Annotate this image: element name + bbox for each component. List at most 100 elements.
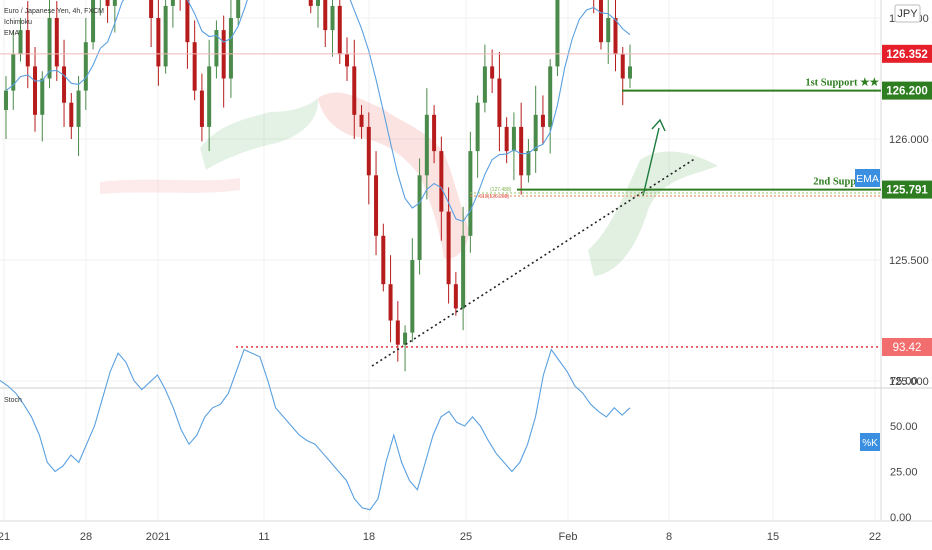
candle-body <box>461 235 466 309</box>
candle-body <box>308 0 313 6</box>
candle-body <box>424 114 429 176</box>
candle-body <box>490 66 495 79</box>
candle-body <box>526 151 531 176</box>
projection-arrow-line <box>642 127 660 197</box>
candle-body <box>388 284 393 321</box>
stoch-tick-label: 0.00 <box>890 512 911 524</box>
fib-label: .618(126.208) <box>478 194 509 200</box>
candle-body <box>453 284 458 309</box>
candle-body <box>330 5 335 31</box>
time-tick-label: 18 <box>363 531 375 543</box>
candle-body <box>519 126 524 176</box>
cloud-bear-area <box>318 92 470 259</box>
candle-body <box>83 42 88 91</box>
ema-badge-label: EMA <box>856 173 879 185</box>
candle-body <box>25 30 30 67</box>
candle-body <box>511 126 516 152</box>
candle-body <box>613 18 618 55</box>
price-tick-label: 125.500 <box>889 255 929 267</box>
ichimoku-cloud <box>100 92 718 276</box>
candle-body <box>170 0 175 6</box>
candle-body <box>323 0 328 31</box>
candle-body <box>76 90 81 127</box>
candle-body <box>105 0 110 6</box>
candle-body <box>439 151 444 212</box>
candle-body <box>228 18 233 79</box>
candle-body <box>432 114 437 152</box>
candle-body <box>366 126 371 176</box>
candle-body <box>163 5 168 67</box>
projection-arrowhead <box>651 118 666 132</box>
price-badge <box>882 44 932 63</box>
ema-line-group <box>0 0 881 223</box>
currency-label[interactable]: JPY <box>897 8 918 20</box>
ema-badge <box>855 169 880 187</box>
candle-body <box>199 90 204 127</box>
candle-body <box>156 18 161 67</box>
candle-body <box>112 0 117 6</box>
time-tick-label: 11 <box>258 531 269 543</box>
candle-body <box>446 211 451 285</box>
symbol-title: Euro / Japanese Yen, 4h, FXCM <box>4 8 104 15</box>
stoch-title: Stoch <box>4 397 22 404</box>
candle-body <box>374 175 379 236</box>
stoch-tick-label: 75.00 <box>890 376 918 388</box>
stoch-tick-label: 25.00 <box>890 467 918 479</box>
stoch-pane: 93.42 0.00 25.00 50.00 75.00 %K <box>0 337 932 524</box>
candle-body <box>11 54 16 91</box>
candle-body <box>4 90 8 110</box>
candle-body <box>620 54 625 79</box>
indicator-ema-label[interactable]: EMA <box>4 30 20 37</box>
candle-body <box>91 0 96 43</box>
currency-badge[interactable] <box>894 4 921 23</box>
candle-body <box>185 0 190 43</box>
candle-body <box>555 0 560 67</box>
candle-body <box>395 320 400 345</box>
candle-body <box>345 54 350 67</box>
candle-body <box>207 66 212 127</box>
price-badge-label: 126.352 <box>886 49 928 61</box>
candle-body <box>381 235 386 285</box>
time-tick-label: Feb <box>559 531 578 543</box>
candle-body <box>62 66 67 103</box>
price-badge <box>882 81 932 100</box>
stoch-level-label: 93.42 <box>893 342 922 354</box>
candle-body <box>540 114 545 127</box>
price-badge-label: 125.791 <box>886 185 928 197</box>
indicator-ichimoku-label[interactable]: Ichimoku <box>4 19 32 26</box>
candle-body <box>69 102 74 127</box>
time-tick-label: 22 <box>869 531 881 543</box>
time-tick-label: 2021 <box>146 531 170 543</box>
candle-body <box>598 0 603 43</box>
cloud-bear-area-2 <box>100 178 240 194</box>
candle-body <box>236 0 241 18</box>
level-label: 1st Support ★★ <box>805 77 879 89</box>
cloud-bull-area <box>200 98 319 170</box>
candle-body <box>33 66 38 115</box>
candle-body <box>497 78 502 127</box>
time-tick-label: 28 <box>80 531 92 543</box>
price-tick-label: 126.000 <box>889 134 929 146</box>
candle-body <box>504 126 509 152</box>
stoch-tick-label: 50.00 <box>890 421 918 433</box>
candle-series <box>4 0 632 372</box>
candle-body <box>359 114 364 127</box>
price-badge-label: 126.200 <box>886 86 928 98</box>
candle-body <box>475 102 480 152</box>
ema-line <box>5 0 631 223</box>
stoch-k-badge <box>860 433 880 451</box>
price-tick-label: 125.000 <box>889 376 929 388</box>
price-badge <box>882 180 932 199</box>
time-tick-label: 15 <box>767 531 779 543</box>
candle-body <box>352 66 357 115</box>
candle-body <box>533 114 538 152</box>
time-axis[interactable]: 21 28 2021 11 18 25 Feb 8 15 22 <box>0 531 881 543</box>
time-tick-label: 25 <box>460 531 472 543</box>
candle-body <box>316 0 320 6</box>
candle-body <box>54 18 59 67</box>
chart-grid <box>0 0 881 520</box>
stoch-level-badge <box>882 337 932 356</box>
time-tick-label: 8 <box>666 531 672 543</box>
cloud-bull-area-2 <box>588 151 718 276</box>
